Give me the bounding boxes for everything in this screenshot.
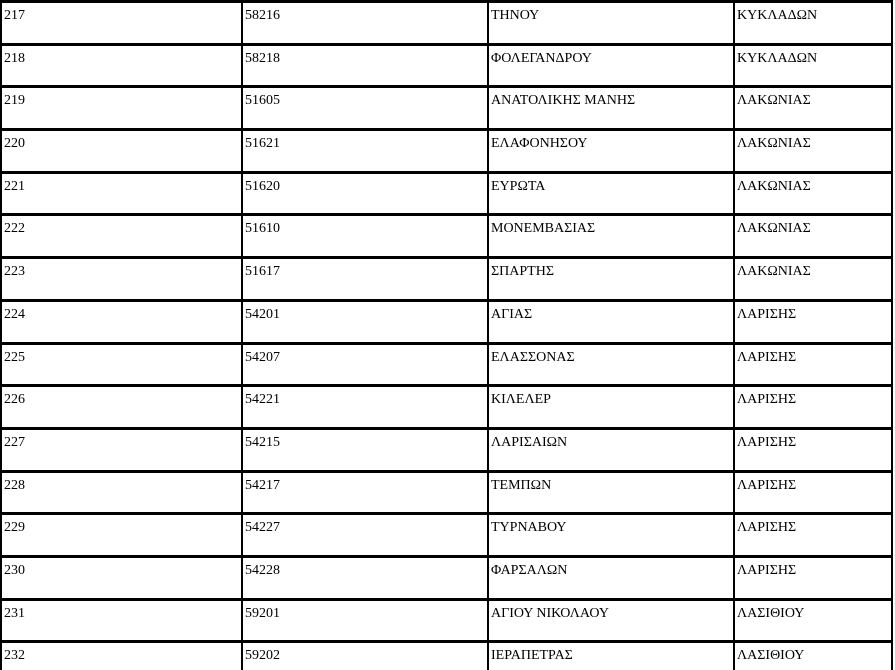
table-row: 220 51621 ΕΛΑΦΟΝΗΣΟΥ ΛΑΚΩΝΙΑΣ xyxy=(0,128,893,174)
municipality-cell: ΤΥΡΝΑΒΟΥ xyxy=(487,512,735,558)
code-cell: 59202 xyxy=(241,640,489,670)
municipality-cell: ΤΗΝΟΥ xyxy=(487,0,735,46)
table-row: 222 51610 ΜΟΝΕΜΒΑΣΙΑΣ ΛΑΚΩΝΙΑΣ xyxy=(0,213,893,260)
prefecture-cell: ΛΑΚΩΝΙΑΣ xyxy=(733,128,893,174)
prefecture-cell: ΛΑΚΩΝΙΑΣ xyxy=(733,170,893,217)
table-row: 232 59202 ΙΕΡΑΠΕΤΡΑΣ ΛΑΣΙΘΙΟΥ xyxy=(0,640,893,670)
municipality-cell: ΙΕΡΑΠΕΤΡΑΣ xyxy=(487,640,735,670)
code-cell: 54215 xyxy=(241,426,489,473)
code-cell: 54207 xyxy=(241,341,489,388)
municipality-cell: ΛΑΡΙΣΑΙΩΝ xyxy=(487,426,735,473)
prefecture-cell: ΛΑΡΙΣΗΣ xyxy=(733,426,893,473)
row-number-cell: 217 xyxy=(0,0,243,46)
code-cell: 51621 xyxy=(241,128,489,174)
row-number-cell: 219 xyxy=(0,85,243,132)
table-row: 225 54207 ΕΛΑΣΣΟΝΑΣ ΛΑΡΙΣΗΣ xyxy=(0,341,893,388)
code-cell: 58216 xyxy=(241,0,489,46)
code-cell: 54201 xyxy=(241,298,489,345)
municipality-cell: ΑΓΙΟΥ ΝΙΚΟΛΑΟΥ xyxy=(487,597,735,644)
row-number-cell: 223 xyxy=(0,256,243,302)
municipality-cell: ΚΙΛΕΛΕΡ xyxy=(487,384,735,430)
prefecture-cell: ΚΥΚΛΑΔΩΝ xyxy=(733,0,893,46)
table-row: 230 54228 ΦΑΡΣΑΛΩΝ ΛΑΡΙΣΗΣ xyxy=(0,554,893,601)
table-row: 226 54221 ΚΙΛΕΛΕΡ ΛΑΡΙΣΗΣ xyxy=(0,384,893,430)
municipality-cell: ΣΠΑΡΤΗΣ xyxy=(487,256,735,302)
municipality-cell: ΦΟΛΕΓΑΝΔΡΟΥ xyxy=(487,42,735,89)
table-row: 227 54215 ΛΑΡΙΣΑΙΩΝ ΛΑΡΙΣΗΣ xyxy=(0,426,893,473)
table-row: 218 58218 ΦΟΛΕΓΑΝΔΡΟΥ ΚΥΚΛΑΔΩΝ xyxy=(0,42,893,89)
prefecture-cell: ΛΑΡΙΣΗΣ xyxy=(733,341,893,388)
row-number-cell: 222 xyxy=(0,213,243,260)
prefecture-cell: ΛΑΡΙΣΗΣ xyxy=(733,554,893,601)
code-cell: 54221 xyxy=(241,384,489,430)
row-number-cell: 218 xyxy=(0,42,243,89)
row-number-cell: 225 xyxy=(0,341,243,388)
prefecture-cell: ΛΑΡΙΣΗΣ xyxy=(733,298,893,345)
code-cell: 51620 xyxy=(241,170,489,217)
prefecture-cell: ΛΑΚΩΝΙΑΣ xyxy=(733,85,893,132)
table-row: 224 54201 ΑΓΙΑΣ ΛΑΡΙΣΗΣ xyxy=(0,298,893,345)
table-row: 229 54227 ΤΥΡΝΑΒΟΥ ΛΑΡΙΣΗΣ xyxy=(0,512,893,558)
row-number-cell: 232 xyxy=(0,640,243,670)
table-row: 221 51620 ΕΥΡΩΤΑ ΛΑΚΩΝΙΑΣ xyxy=(0,170,893,217)
municipality-cell: ΕΛΑΦΟΝΗΣΟΥ xyxy=(487,128,735,174)
row-number-cell: 231 xyxy=(0,597,243,644)
prefecture-cell: ΛΑΡΙΣΗΣ xyxy=(733,469,893,516)
prefecture-cell: ΛΑΚΩΝΙΑΣ xyxy=(733,213,893,260)
row-number-cell: 224 xyxy=(0,298,243,345)
municipality-cell: ΦΑΡΣΑΛΩΝ xyxy=(487,554,735,601)
prefecture-cell: ΚΥΚΛΑΔΩΝ xyxy=(733,42,893,89)
table-row: 223 51617 ΣΠΑΡΤΗΣ ΛΑΚΩΝΙΑΣ xyxy=(0,256,893,302)
row-number-cell: 220 xyxy=(0,128,243,174)
code-cell: 54217 xyxy=(241,469,489,516)
row-number-cell: 226 xyxy=(0,384,243,430)
row-number-cell: 228 xyxy=(0,469,243,516)
table-row: 219 51605 ΑΝΑΤΟΛΙΚΗΣ ΜΑΝΗΣ ΛΑΚΩΝΙΑΣ xyxy=(0,85,893,132)
table-row: 217 58216 ΤΗΝΟΥ ΚΥΚΛΑΔΩΝ xyxy=(0,0,893,46)
row-number-cell: 230 xyxy=(0,554,243,601)
row-number-cell: 221 xyxy=(0,170,243,217)
prefecture-cell: ΛΑΣΙΘΙΟΥ xyxy=(733,640,893,670)
code-cell: 51617 xyxy=(241,256,489,302)
row-number-cell: 227 xyxy=(0,426,243,473)
prefecture-cell: ΛΑΚΩΝΙΑΣ xyxy=(733,256,893,302)
municipality-cell: ΤΕΜΠΩΝ xyxy=(487,469,735,516)
prefecture-cell: ΛΑΣΙΘΙΟΥ xyxy=(733,597,893,644)
code-cell: 51610 xyxy=(241,213,489,260)
municipality-cell: ΜΟΝΕΜΒΑΣΙΑΣ xyxy=(487,213,735,260)
prefecture-cell: ΛΑΡΙΣΗΣ xyxy=(733,384,893,430)
code-cell: 54228 xyxy=(241,554,489,601)
municipality-cell: ΑΝΑΤΟΛΙΚΗΣ ΜΑΝΗΣ xyxy=(487,85,735,132)
municipality-cell: ΕΛΑΣΣΟΝΑΣ xyxy=(487,341,735,388)
code-cell: 59201 xyxy=(241,597,489,644)
code-cell: 58218 xyxy=(241,42,489,89)
municipality-cell: ΕΥΡΩΤΑ xyxy=(487,170,735,217)
municipality-cell: ΑΓΙΑΣ xyxy=(487,298,735,345)
code-cell: 51605 xyxy=(241,85,489,132)
table-row: 231 59201 ΑΓΙΟΥ ΝΙΚΟΛΑΟΥ ΛΑΣΙΘΙΟΥ xyxy=(0,597,893,644)
prefecture-cell: ΛΑΡΙΣΗΣ xyxy=(733,512,893,558)
row-number-cell: 229 xyxy=(0,512,243,558)
code-cell: 54227 xyxy=(241,512,489,558)
table-row: 228 54217 ΤΕΜΠΩΝ ΛΑΡΙΣΗΣ xyxy=(0,469,893,516)
